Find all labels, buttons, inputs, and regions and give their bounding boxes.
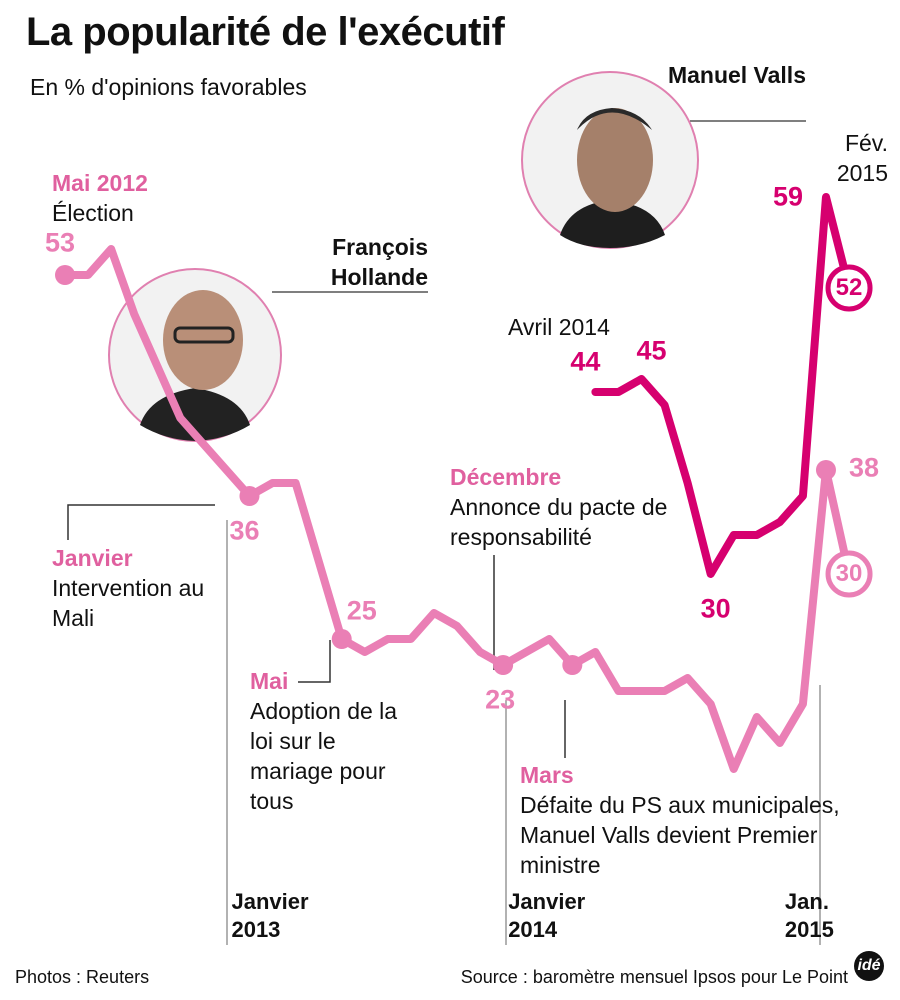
photo-suit [560,200,665,248]
chart-subtitle: En % d'opinions favorables [30,74,307,100]
annotation-title: Décembre [450,464,562,490]
annotation-title: Mai [250,668,289,694]
annotation-title: Janvier [52,545,133,571]
photo-face [577,108,653,212]
annotation: Fév. 2015 [836,130,888,186]
data-point [562,655,583,675]
annotation-text: Élection [52,200,134,226]
source: Source : baromètre mensuel Ipsos pour Le… [460,967,848,987]
data-point [55,265,75,285]
annotation: Mai 2012 Élection [52,168,148,228]
photo-face [163,290,243,390]
x-tick-label: Janvier 2013 [231,889,309,942]
series-name: François Hollande [330,234,428,290]
annotation: Décembre Annonce du pacte de responsabil… [450,462,680,552]
logo-badge [854,951,884,981]
data-label: 23 [485,684,516,715]
marks [55,193,873,773]
annotation: Mai Adoption de la loi sur le mariage po… [250,666,400,816]
annotation-text: Intervention au Mali [52,575,205,631]
data-label: 30 [700,593,731,624]
chart-title: La popularité de l'exécutif [26,10,505,54]
annotation-text: Défaite du PS aux municipales, Manuel Va… [520,792,840,878]
series-line [591,193,854,578]
annotation-text: Annonce du pacte de responsabilité [450,494,668,550]
logo-text: idé [857,957,881,974]
data-label: 38 [848,452,879,483]
photo-credit: Photos : Reuters [15,967,150,987]
logo [854,951,884,981]
guides [67,120,821,945]
data-label: 59 [772,181,803,212]
annotation: Mars Défaite du PS aux municipales, Manu… [520,760,880,880]
end-ring [825,550,873,598]
data-label: 36 [229,515,260,546]
annotation-text: Adoption de la loi sur le mariage pour t… [250,698,398,814]
data-label: 25 [346,595,377,626]
photo-suit [140,388,250,441]
end-ring [825,264,873,312]
annotation-title: Mai 2012 [52,170,148,196]
data-point [815,460,836,480]
leader [67,504,215,540]
x-tick-label: Janvier 2014 [508,889,586,942]
annotation: Avril 2014 [508,314,610,340]
data-label: 52 [835,274,863,301]
photo-hair [577,108,652,130]
data-label: 45 [636,335,667,366]
photo-hollande [108,268,282,442]
data-label: 44 [570,346,601,377]
series-name: Manuel Valls [667,62,806,88]
data-point [239,486,260,506]
leader [298,640,331,683]
annotation-title: Mars [520,762,574,788]
x-tick-label: Jan. 2015 [784,889,834,942]
photo-glasses [173,326,235,344]
photo-valls [521,71,699,249]
data-label: 53 [44,227,76,258]
data-point [493,655,514,675]
annotation: Janvier Intervention au Mali [52,543,222,633]
series-line [61,245,854,773]
data-point [331,629,352,649]
data-label: 30 [835,560,863,587]
